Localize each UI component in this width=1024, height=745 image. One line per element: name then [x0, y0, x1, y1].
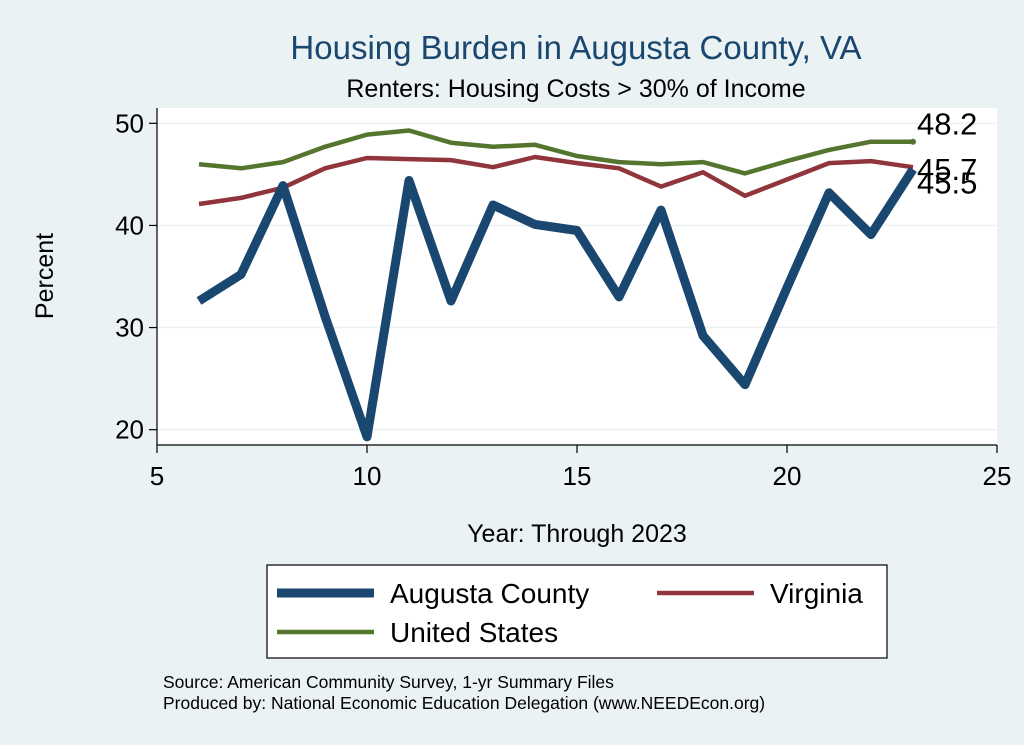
end-marker-united-states	[910, 138, 916, 145]
series-line-augusta-county	[196, 166, 917, 442]
y-tick-label-30: 30	[115, 313, 144, 343]
x-tick-label-25: 25	[983, 461, 1012, 491]
plot-area	[157, 108, 997, 445]
x-tick-label-5: 5	[150, 461, 164, 491]
chart-title: Housing Burden in Augusta County, VA	[290, 29, 861, 66]
series-lines	[196, 128, 917, 442]
series-line-united-states	[198, 128, 913, 176]
chart-subtitle: Renters: Housing Costs > 30% of Income	[346, 75, 805, 103]
y-tick-label-50: 50	[115, 108, 144, 138]
legend-box	[266, 564, 888, 659]
y-tick-label-40: 40	[115, 210, 144, 240]
end-label-virginia: 45.7	[917, 152, 977, 187]
end-label-augusta-county: 45.5	[917, 165, 977, 200]
end-label-united-states: 48.2	[917, 107, 977, 142]
x-tick-label-10: 10	[353, 461, 382, 491]
x-axis-title: Year: Through 2023	[467, 520, 687, 548]
axes	[149, 108, 998, 453]
tick-labels: 20 30 40 50 5 10 15 20 25	[115, 108, 1011, 491]
series-line-virginia	[198, 154, 914, 207]
legend-label-virginia: Virginia	[770, 578, 863, 609]
y-tick-label-20: 20	[115, 415, 144, 445]
x-tick-label-20: 20	[773, 461, 802, 491]
legend-label-augusta-county: Augusta County	[390, 578, 589, 609]
producer-note: Produced by: National Economic Education…	[163, 693, 765, 713]
legend-label-united-states: United States	[390, 617, 558, 648]
source-note: Source: American Community Survey, 1-yr …	[163, 672, 614, 692]
x-tick-label-15: 15	[563, 461, 592, 491]
y-axis-title: Percent	[31, 233, 59, 319]
end-labels: 48.2 45.745.5	[910, 107, 977, 200]
legend: Augusta County Virginia United States	[277, 578, 863, 648]
